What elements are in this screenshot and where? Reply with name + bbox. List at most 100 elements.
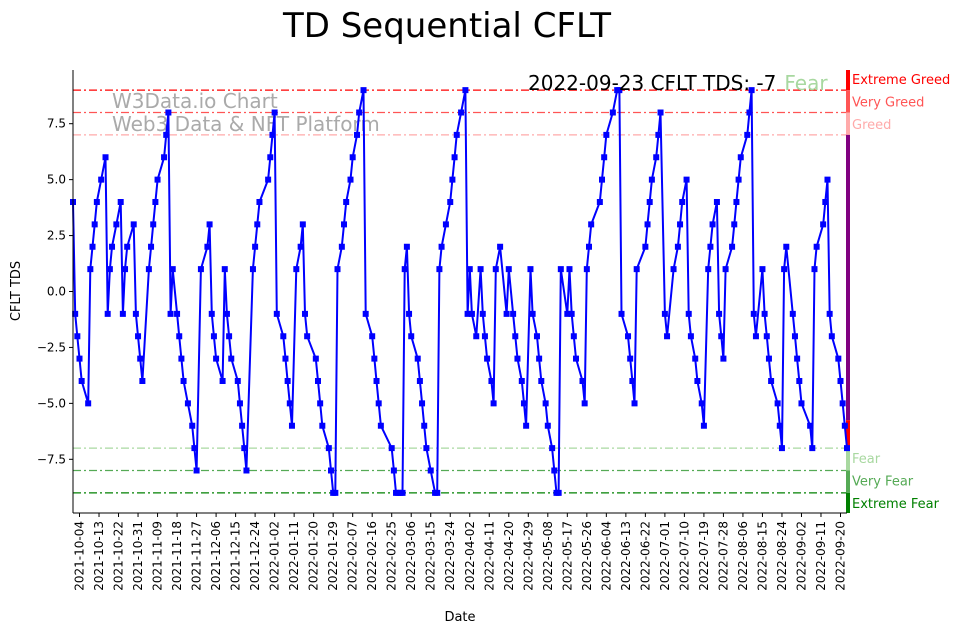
x-tick-label: 2022-02-07 — [346, 521, 360, 591]
data-point — [447, 199, 454, 206]
data-point — [312, 355, 319, 362]
data-point — [314, 377, 321, 384]
data-point — [193, 467, 200, 474]
data-point — [137, 355, 144, 362]
data-point — [124, 243, 131, 250]
data-point — [89, 243, 96, 250]
data-point — [419, 400, 426, 407]
data-point — [360, 87, 367, 94]
data-point — [588, 221, 595, 228]
data-point — [93, 199, 100, 206]
data-point — [794, 355, 801, 362]
side-bar-segment — [846, 70, 850, 91]
data-point — [570, 333, 577, 340]
x-tick-label: 2022-07-01 — [658, 521, 672, 591]
level-label: Fear — [852, 452, 881, 467]
data-point — [813, 243, 820, 250]
data-point — [176, 333, 183, 340]
data-point — [78, 377, 85, 384]
data-point — [679, 199, 686, 206]
data-point — [841, 422, 848, 429]
x-tick-label: 2022-07-10 — [677, 521, 691, 591]
data-point — [208, 310, 215, 317]
data-point — [768, 377, 775, 384]
x-tick-label: 2022-05-17 — [560, 521, 574, 591]
data-point — [106, 266, 113, 273]
data-point — [132, 310, 139, 317]
data-point — [549, 445, 556, 452]
data-point — [354, 131, 361, 138]
data-point — [670, 266, 677, 273]
data-point — [538, 377, 545, 384]
data-point — [488, 377, 495, 384]
data-point — [707, 243, 714, 250]
data-point — [759, 266, 766, 273]
data-point — [286, 400, 293, 407]
x-tick-label: 2022-07-19 — [697, 521, 711, 591]
data-point — [551, 467, 558, 474]
data-point — [627, 355, 634, 362]
data-point — [165, 109, 172, 116]
data-point — [284, 377, 291, 384]
data-point — [542, 400, 549, 407]
data-point — [716, 310, 723, 317]
data-point — [104, 310, 111, 317]
data-point — [618, 310, 625, 317]
sentiment-side-bar — [846, 70, 850, 513]
data-point — [256, 199, 263, 206]
data-point — [297, 243, 304, 250]
data-point — [280, 333, 287, 340]
data-point — [599, 176, 606, 183]
data-point — [109, 243, 116, 250]
data-point — [122, 266, 129, 273]
level-label: Extreme Fear — [852, 497, 940, 512]
data-point — [438, 243, 445, 250]
data-point — [236, 400, 243, 407]
y-tick-label: 0.0 — [47, 285, 66, 299]
data-point — [700, 422, 707, 429]
data-point — [685, 310, 692, 317]
data-point — [349, 154, 356, 161]
data-point — [189, 422, 196, 429]
data-point — [458, 109, 465, 116]
data-point — [796, 377, 803, 384]
x-tick-label: 2021-10-31 — [131, 521, 145, 591]
data-point — [401, 266, 408, 273]
data-point — [241, 445, 248, 452]
y-tick-label: 5.0 — [47, 173, 66, 187]
data-point — [826, 310, 833, 317]
data-point — [148, 243, 155, 250]
x-tick-label: 2021-11-09 — [151, 521, 165, 591]
x-tick-label: 2022-04-11 — [482, 521, 496, 591]
data-point — [228, 355, 235, 362]
data-point — [765, 355, 772, 362]
data-point — [484, 355, 491, 362]
data-point — [273, 310, 280, 317]
data-point — [347, 176, 354, 183]
x-tick-label: 2022-04-20 — [502, 521, 516, 591]
data-point — [204, 243, 211, 250]
data-point — [254, 221, 261, 228]
data-point — [720, 355, 727, 362]
data-point — [421, 422, 428, 429]
x-tick-label: 2022-07-28 — [716, 521, 730, 591]
data-point — [655, 131, 662, 138]
data-point — [694, 377, 701, 384]
data-point — [555, 489, 562, 496]
side-bar-segment — [846, 448, 850, 471]
data-point — [301, 310, 308, 317]
level-lines: Extreme Greed Very Greed Greed Fear Very Fea… — [73, 73, 950, 512]
x-tick-label: 2022-08-24 — [775, 521, 789, 591]
x-tick-label: 2022-02-25 — [385, 521, 399, 591]
data-point — [824, 176, 831, 183]
data-point — [427, 467, 434, 474]
data-point — [713, 199, 720, 206]
x-tick-label: 2022-04-02 — [463, 521, 477, 591]
latest-annotation: 2022-09-23 CFLT TDS: -7 Fear — [528, 71, 828, 95]
data-point — [544, 422, 551, 429]
x-tick-label: 2022-01-11 — [287, 521, 301, 591]
data-point — [648, 176, 655, 183]
data-point — [249, 266, 256, 273]
data-point — [763, 333, 770, 340]
